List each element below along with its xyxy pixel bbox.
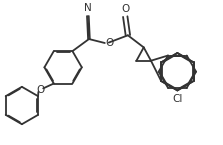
Text: O: O	[121, 4, 129, 14]
Text: O: O	[106, 38, 114, 48]
Text: Cl: Cl	[172, 94, 183, 104]
Text: N: N	[84, 3, 92, 13]
Text: O: O	[36, 85, 45, 95]
